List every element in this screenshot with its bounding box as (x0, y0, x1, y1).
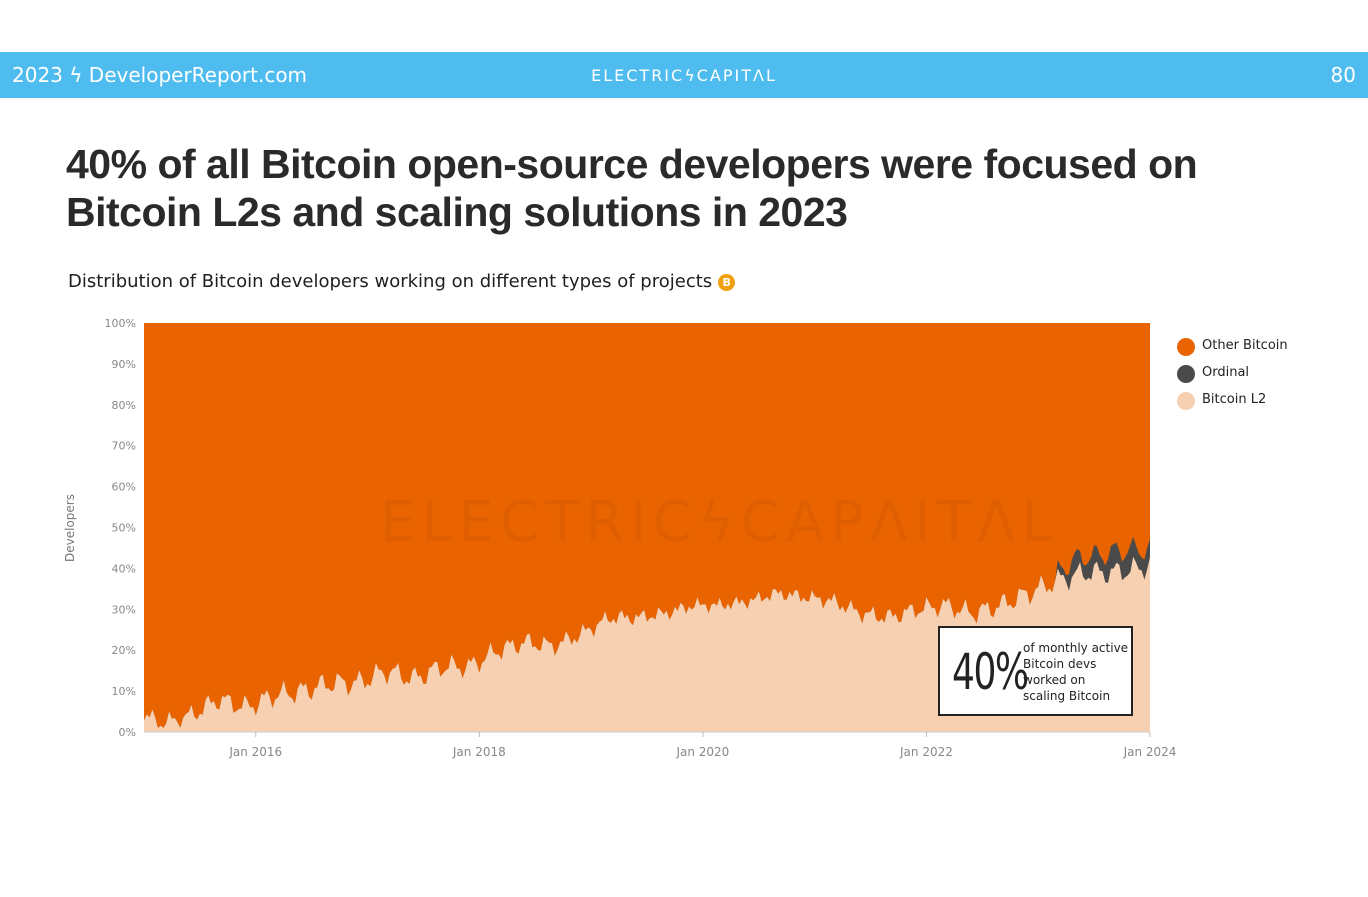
x-tick-label: Jan 2018 (452, 745, 506, 759)
legend-label: Bitcoin L2 (1202, 392, 1267, 407)
page-title-line-2: Bitcoin L2s and scaling solutions in 202… (66, 189, 848, 235)
bitcoin-icon: B (718, 274, 736, 291)
y-tick-label: 30% (112, 603, 136, 616)
x-axis-ticks: Jan 2016 Jan 2018 Jan 2020 Jan 2022 Jan 2024 (144, 731, 1177, 759)
area-bitcoin-l2 (144, 556, 1150, 732)
legend-label: Ordinal (1202, 365, 1250, 380)
y-tick-label: 80% (112, 399, 136, 412)
y-tick-label: 20% (112, 644, 136, 657)
y-tick-label: 90% (112, 358, 136, 371)
y-tick-label: 0% (119, 726, 136, 739)
x-tick-label: Jan 2024 (1123, 745, 1177, 759)
y-axis-ticks: 0% 10% 20% 30% 40% 50% 60% 70% 80% 90% 100% (105, 317, 136, 739)
chart-subtitle-text: Distribution of Bitcoin developers worki… (68, 271, 713, 292)
page-number: 80 (1330, 63, 1356, 87)
legend-swatch (1177, 392, 1195, 410)
x-tick-label: Jan 2016 (228, 745, 282, 759)
y-axis-label: Developers (63, 494, 77, 562)
page-title-line-1: 40% of all Bitcoin open-source developer… (66, 141, 1198, 187)
brand-logo-text: ELECTRICϟCAPITΛL (591, 66, 777, 85)
chart-subtitle: Distribution of Bitcoin developers worki… (68, 271, 736, 292)
x-tick-label: Jan 2020 (675, 745, 729, 759)
page-title: 40% of all Bitcoin open-source developer… (66, 140, 1266, 236)
report-banner: 2023 ϟ DeveloperReport.com ELECTRICϟCAPI… (0, 52, 1368, 98)
callout-percentage: 40% (952, 643, 1029, 701)
legend-swatch (1177, 365, 1195, 383)
legend-swatch (1177, 338, 1195, 356)
y-tick-label: 70% (112, 440, 136, 453)
watermark-logo: ELECTRICϟCAPΛITΛL (380, 490, 1059, 555)
legend-label: Other Bitcoin (1202, 338, 1288, 353)
y-tick-label: 100% (105, 317, 136, 330)
callout-text: of monthly active Bitcoin devs worked on… (1023, 641, 1129, 703)
y-tick-label: 50% (112, 522, 136, 535)
report-site-label[interactable]: 2023 ϟ DeveloperReport.com (12, 63, 308, 87)
y-tick-label: 60% (112, 481, 136, 494)
y-tick-label: 40% (112, 562, 136, 575)
callout-box: 40% of monthly active Bitcoin devs worke… (938, 626, 1133, 716)
y-tick-label: 10% (112, 685, 136, 698)
x-tick-label: Jan 2022 (899, 745, 953, 759)
